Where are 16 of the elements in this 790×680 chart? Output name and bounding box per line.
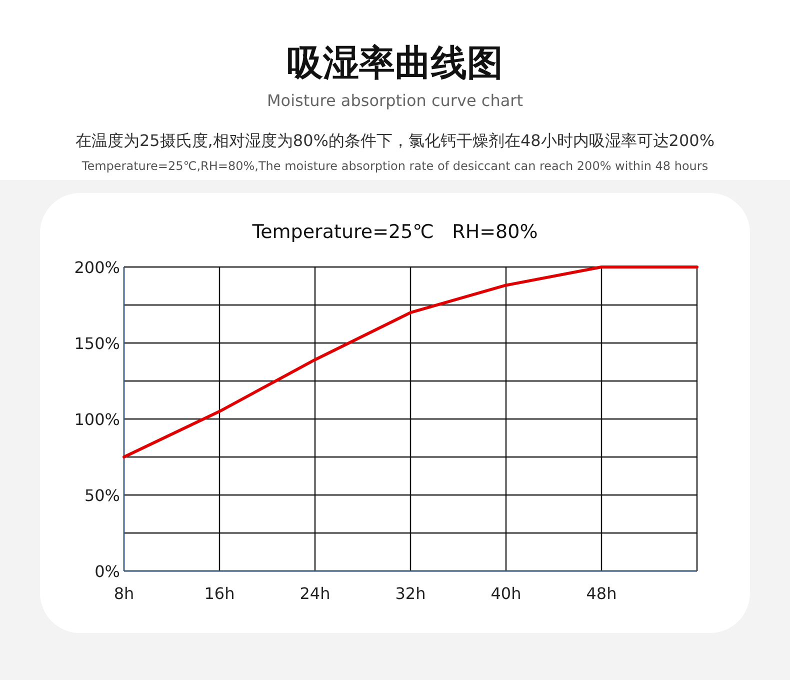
- y-tick-label: 150%: [74, 334, 120, 353]
- y-tick-label: 0%: [94, 562, 120, 581]
- x-tick-label: 32h: [395, 584, 426, 603]
- x-tick-label: 48h: [586, 584, 617, 603]
- text: Temperature=25℃,RH=80%,The moisture absorption rate of desiccant can reach 200% within 48 hours: [80, 159, 708, 173]
- chart-subtitle: Moisture absorption curve chart: [266, 91, 524, 110]
- x-tick-label: 24h: [300, 584, 330, 603]
- text: Temperature=25℃ RH=80%: [251, 221, 538, 243]
- x-tick-label: 8h: [114, 584, 134, 603]
- x-tick-label: 16h: [204, 584, 235, 603]
- x-tick-label: 40h: [490, 584, 522, 603]
- text: 在温度为25摄氏度,相对湿度为80%的条件下，氯化钙干燥剂在48小时内吸湿率可达200%: [75, 131, 715, 150]
- y-tick-label: 200%: [74, 258, 120, 277]
- chart-title: 吸湿率曲线图: [287, 43, 503, 84]
- y-tick-label: 100%: [74, 410, 120, 429]
- y-tick-label: 50%: [84, 486, 120, 505]
